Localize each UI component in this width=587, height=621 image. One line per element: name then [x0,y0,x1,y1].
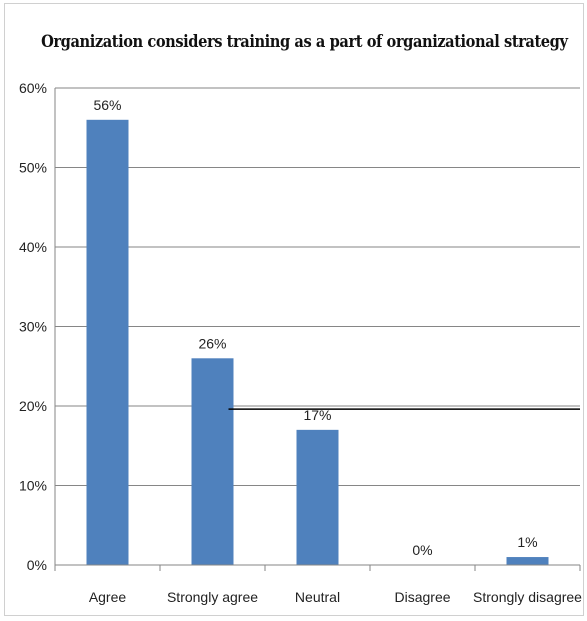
labels: 0% 10% 20% 30% 40% 50% 60% 56% Agree 26% Strongly … [19,80,582,605]
y-tick-label: 10% [19,478,47,494]
y-tick-label: 40% [19,239,47,255]
chart-title: Organization considers training as a par… [41,32,568,52]
y-tick-label: 0% [27,557,47,573]
data-label: 0% [412,542,432,558]
category-label: Strongly disagree [473,589,582,605]
category-label: Neutral [295,589,340,605]
bar-3 [296,429,339,565]
y-tick-label: 50% [19,160,47,176]
data-label: 17% [303,407,331,423]
bars [86,119,549,566]
data-label: 26% [198,335,226,351]
category-label: Disagree [394,589,450,605]
bar-1 [86,119,129,566]
category-label: Agree [89,589,127,605]
category-label: Strongly agree [167,589,258,605]
axes [54,88,581,571]
y-tick-label: 20% [19,398,47,414]
gridlines [55,87,580,486]
bar-5 [506,557,549,565]
y-tick-label: 60% [19,80,47,96]
y-tick-label: 30% [19,319,47,335]
data-label: 1% [517,534,537,550]
data-label: 56% [93,97,121,113]
bar-2 [191,358,234,565]
